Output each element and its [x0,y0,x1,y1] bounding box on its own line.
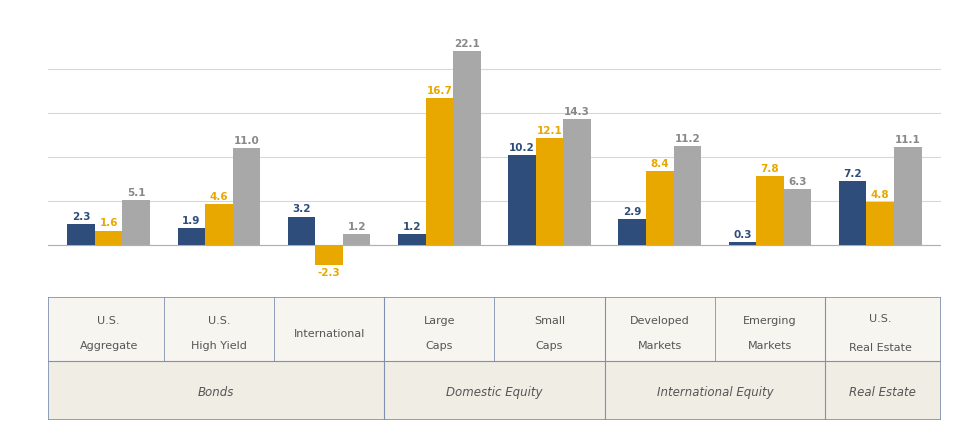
Bar [178,228,205,245]
Bar [894,147,922,245]
Bar [825,361,941,420]
Text: 22.1: 22.1 [454,39,480,48]
Text: High Yield: High Yield [191,341,247,351]
Bar [315,245,343,265]
Text: U.S.: U.S. [869,314,892,324]
Text: Domestic Equity: Domestic Equity [446,386,542,399]
Bar [825,297,941,361]
Text: -2.3: -2.3 [318,268,341,278]
Bar [48,361,384,420]
Text: 8.4: 8.4 [651,159,669,169]
Text: 11.0: 11.0 [233,136,259,146]
Text: U.S.: U.S. [97,316,120,326]
Text: 2.9: 2.9 [623,207,641,217]
Bar [508,155,536,245]
Bar [48,297,384,361]
Text: 1.2: 1.2 [402,222,421,232]
Text: 6.3: 6.3 [788,177,806,187]
Text: Real Estate: Real Estate [850,386,917,399]
Bar [536,139,564,245]
Bar [783,190,811,245]
Text: Aggregate: Aggregate [80,341,138,351]
Bar [288,217,315,245]
Text: U.S.: U.S. [207,316,230,326]
Bar [67,224,95,245]
Text: Bonds: Bonds [198,386,234,399]
Text: Markets: Markets [637,341,682,351]
Text: 4.8: 4.8 [871,190,890,200]
Text: 3.2: 3.2 [292,204,311,215]
Text: Emerging: Emerging [743,316,797,326]
Text: 4.6: 4.6 [209,192,228,202]
Bar [453,51,481,245]
Bar [232,148,260,245]
Text: 12.1: 12.1 [537,126,563,136]
Text: Developed: Developed [630,316,689,326]
Bar [384,297,605,361]
Bar [425,98,453,245]
Bar [398,234,425,245]
Text: 2.3: 2.3 [72,212,90,222]
Bar [605,297,825,361]
Text: 1.2: 1.2 [348,222,366,232]
Text: 5.1: 5.1 [127,188,145,198]
Bar [605,361,825,420]
Text: Small: Small [534,316,565,326]
Text: 11.1: 11.1 [895,135,921,145]
Text: 1.6: 1.6 [100,218,118,229]
Text: 11.2: 11.2 [675,134,700,144]
Bar [646,171,674,245]
Text: Caps: Caps [425,341,453,351]
Text: 14.3: 14.3 [564,107,590,117]
Bar [205,204,232,245]
Bar [674,146,701,245]
Bar [95,231,123,245]
Bar [123,200,150,245]
Text: International: International [294,329,365,339]
Text: 10.2: 10.2 [509,143,535,153]
Text: Caps: Caps [536,341,564,351]
Text: 7.8: 7.8 [760,164,780,174]
Text: 7.2: 7.2 [843,169,862,179]
Text: 16.7: 16.7 [426,86,452,96]
Bar [729,242,756,245]
Bar [756,176,783,245]
Bar [564,119,590,245]
Bar [839,181,867,245]
Bar [618,219,646,245]
Text: 1.9: 1.9 [182,216,201,226]
Bar [384,361,605,420]
Text: Markets: Markets [748,341,792,351]
Text: International Equity: International Equity [657,386,773,399]
Text: 0.3: 0.3 [733,230,752,240]
Bar [343,234,371,245]
Text: Large: Large [423,316,455,326]
Bar [867,203,894,245]
Text: Real Estate: Real Estate [849,343,912,354]
